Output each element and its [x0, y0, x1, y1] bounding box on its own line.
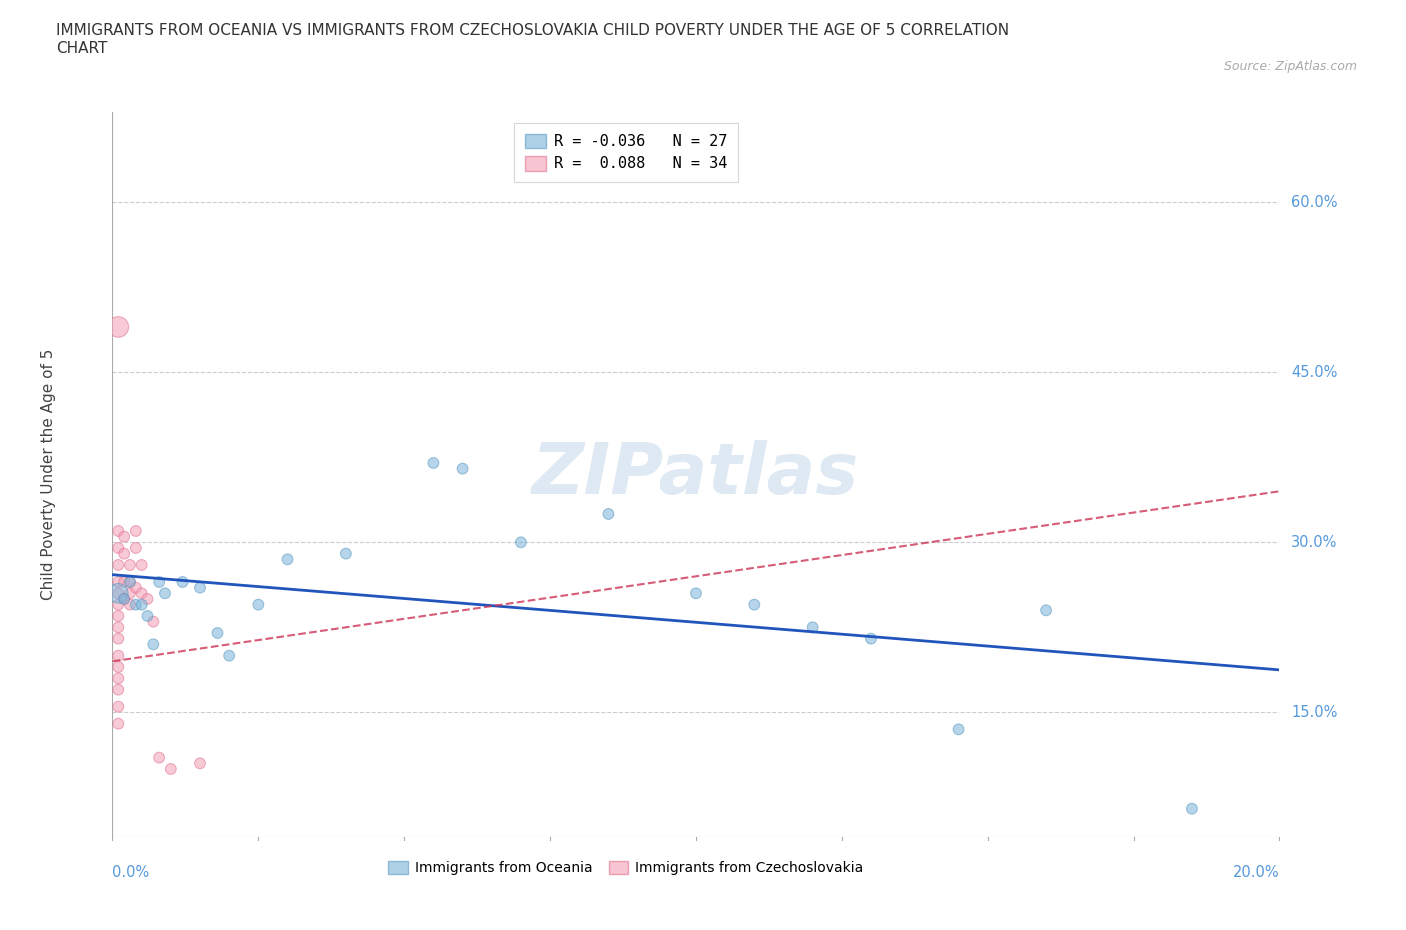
Point	[112, 529, 135, 544]
Point	[422, 456, 444, 471]
Text: Source: ZipAtlas.com: Source: ZipAtlas.com	[1223, 60, 1357, 73]
Point	[118, 558, 141, 573]
Point	[172, 575, 194, 590]
Text: 30.0%: 30.0%	[1291, 535, 1337, 550]
Point	[107, 586, 129, 601]
Point	[107, 320, 129, 335]
Point	[112, 546, 135, 561]
Text: Child Poverty Under the Age of 5: Child Poverty Under the Age of 5	[41, 349, 56, 600]
Text: 60.0%: 60.0%	[1291, 194, 1337, 210]
Point	[451, 461, 474, 476]
Point	[131, 558, 153, 573]
Point	[118, 575, 141, 590]
Point	[335, 546, 357, 561]
Point	[107, 575, 129, 590]
Point	[125, 580, 148, 595]
Point	[107, 716, 129, 731]
Point	[142, 614, 165, 629]
Point	[153, 586, 176, 601]
Point	[107, 648, 129, 663]
Point	[509, 535, 531, 550]
Point	[860, 631, 883, 646]
Text: 15.0%: 15.0%	[1291, 705, 1337, 720]
Point	[118, 586, 141, 601]
Point	[125, 524, 148, 538]
Point	[1035, 603, 1057, 618]
Legend: Immigrants from Oceania, Immigrants from Czechoslovakia: Immigrants from Oceania, Immigrants from…	[382, 856, 869, 881]
Point	[107, 540, 129, 555]
Point	[107, 620, 129, 635]
Point	[107, 586, 129, 601]
Point	[107, 524, 129, 538]
Point	[112, 575, 135, 590]
Text: 20.0%: 20.0%	[1233, 865, 1279, 881]
Point	[112, 591, 135, 606]
Point	[142, 637, 165, 652]
Point	[685, 586, 707, 601]
Point	[112, 591, 135, 606]
Point	[948, 722, 970, 737]
Text: IMMIGRANTS FROM OCEANIA VS IMMIGRANTS FROM CZECHOSLOVAKIA CHILD POVERTY UNDER TH: IMMIGRANTS FROM OCEANIA VS IMMIGRANTS FR…	[56, 23, 1010, 56]
Point	[247, 597, 270, 612]
Point	[107, 671, 129, 685]
Point	[118, 597, 141, 612]
Point	[801, 620, 824, 635]
Point	[188, 580, 211, 595]
Point	[136, 591, 159, 606]
Point	[107, 699, 129, 714]
Point	[131, 597, 153, 612]
Point	[125, 540, 148, 555]
Point	[118, 575, 141, 590]
Point	[276, 551, 298, 566]
Point	[107, 631, 129, 646]
Text: 0.0%: 0.0%	[112, 865, 149, 881]
Point	[160, 762, 183, 777]
Point	[148, 575, 170, 590]
Point	[125, 597, 148, 612]
Point	[107, 608, 129, 623]
Point	[148, 751, 170, 765]
Point	[107, 683, 129, 698]
Point	[136, 608, 159, 623]
Point	[188, 756, 211, 771]
Point	[107, 659, 129, 674]
Point	[742, 597, 765, 612]
Point	[218, 648, 240, 663]
Text: 45.0%: 45.0%	[1291, 365, 1337, 379]
Point	[107, 558, 129, 573]
Point	[131, 586, 153, 601]
Point	[207, 626, 229, 641]
Point	[1181, 802, 1204, 817]
Point	[107, 597, 129, 612]
Text: ZIPatlas: ZIPatlas	[533, 440, 859, 509]
Point	[598, 507, 620, 522]
